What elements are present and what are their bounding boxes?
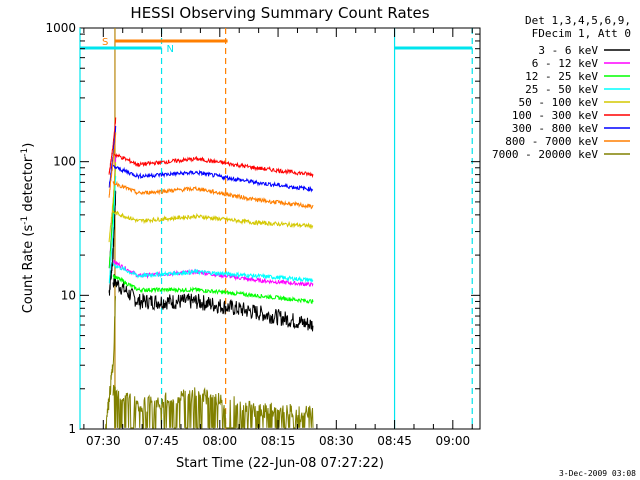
x-axis-ticks: 07:30 07:45 08:00 08:15 08:30 08:45 09:00 — [83, 28, 473, 448]
x-tick-label: 08:30 — [319, 434, 354, 448]
y-axis-label: Count Rate (s-1 detector-1) — [20, 143, 36, 314]
x-tick-label: 07:30 — [86, 434, 121, 448]
legend-label: 100 - 300 keV — [512, 109, 598, 122]
y-tick-label: 100 — [53, 155, 76, 169]
legend: Det 1,3,4,5,6,9, FDecim 1, Att 0 3 - 6 k… — [492, 14, 631, 161]
legend-header-2: FDecim 1, Att 0 — [532, 27, 631, 40]
series-line — [112, 179, 314, 210]
y-axis-label-sup2: -1 — [20, 148, 30, 157]
y-axis-label-sup1: -1 — [20, 216, 30, 225]
series-line — [112, 210, 314, 230]
legend-label: 800 - 7000 keV — [505, 135, 598, 148]
y-axis-label-main: Count Rate (s — [21, 225, 36, 314]
series-line — [112, 273, 314, 305]
series-line — [112, 274, 314, 332]
footer-date: 3-Dec-2009 03:08 — [559, 469, 636, 478]
series-line — [112, 262, 314, 284]
series-line — [108, 117, 117, 175]
legend-label: 300 - 800 keV — [512, 122, 598, 135]
series-line — [112, 164, 314, 193]
series-line — [108, 125, 117, 188]
series-line — [112, 384, 314, 429]
x-tick-label: 07:45 — [144, 434, 179, 448]
chart-title: HESSI Observing Summary Count Rates — [130, 4, 429, 22]
series-line — [108, 190, 117, 296]
series-line — [108, 132, 117, 198]
legend-label: 7000 - 20000 keV — [492, 148, 598, 161]
legend-label: 50 - 100 keV — [519, 96, 599, 109]
legend-header-1: Det 1,3,4,5,6,9, — [525, 14, 631, 27]
flag-label: S — [102, 37, 108, 48]
x-tick-label: 08:45 — [377, 434, 412, 448]
legend-label: 3 - 6 keV — [538, 44, 598, 57]
legend-label: 6 - 12 keV — [532, 57, 599, 70]
y-axis-label-end: ) — [21, 143, 36, 148]
y-tick-label: 1000 — [45, 21, 76, 35]
y-tick-label: 10 — [61, 288, 76, 302]
series-line — [105, 295, 116, 429]
legend-label: 25 - 50 keV — [525, 83, 598, 96]
flag-label: N — [167, 44, 174, 55]
y-axis-ticks: 1 10 100 1000 — [45, 21, 480, 436]
x-tick-label: 08:15 — [261, 434, 296, 448]
x-tick-label: 08:00 — [203, 434, 238, 448]
plot-frame — [79, 27, 481, 430]
flag-bars: SN — [80, 37, 473, 55]
legend-label: 12 - 25 keV — [525, 70, 598, 83]
vertical-markers — [79, 28, 473, 429]
series-line — [112, 151, 314, 179]
series-group — [105, 117, 314, 429]
y-tick-label: 1 — [68, 422, 76, 436]
x-tick-label: 09:00 — [436, 434, 471, 448]
series-line — [108, 175, 117, 284]
x-axis-label: Start Time (22-Jun-08 07:27:22) — [176, 456, 384, 471]
series-line — [108, 161, 117, 243]
y-axis-label-mid: detector — [21, 156, 36, 216]
